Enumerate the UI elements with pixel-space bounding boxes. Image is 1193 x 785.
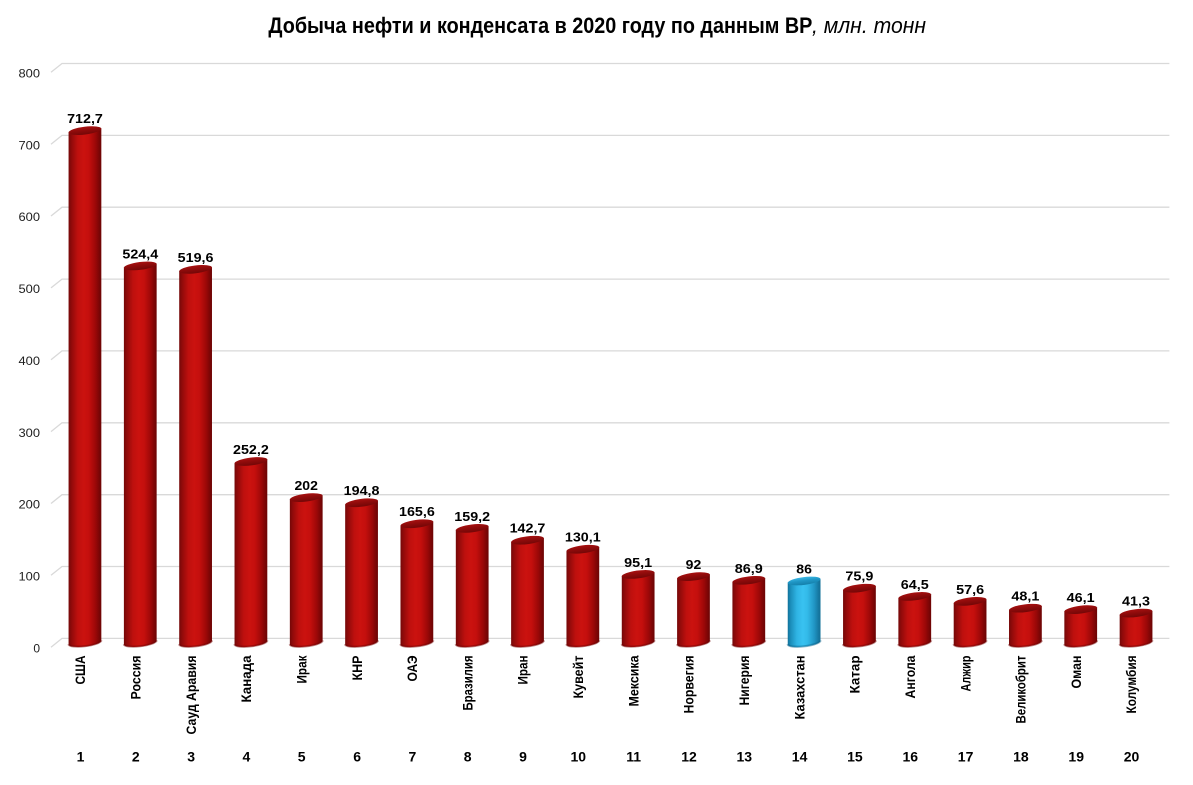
svg-text:142,7: 142,7 [510,521,546,536]
svg-text:11: 11 [626,749,641,765]
svg-text:Сауд Аравия: Сауд Аравия [184,656,199,735]
svg-text:159,2: 159,2 [454,509,490,524]
svg-text:13: 13 [737,749,753,765]
svg-text:Алжир: Алжир [958,656,973,692]
svg-text:86: 86 [796,561,812,576]
svg-text:100: 100 [19,570,41,584]
svg-text:300: 300 [19,426,41,440]
svg-text:Оман: Оман [1069,656,1084,689]
svg-text:202: 202 [295,478,318,493]
svg-text:524,4: 524,4 [122,246,159,261]
svg-text:194,8: 194,8 [344,483,380,498]
svg-text:Ирак: Ирак [294,655,309,683]
svg-text:130,1: 130,1 [565,530,601,545]
svg-text:3: 3 [187,749,195,765]
svg-text:41,3: 41,3 [1122,594,1150,609]
svg-text:, млн. тонн: , млн. тонн [812,13,926,38]
svg-text:712,7: 712,7 [67,111,103,126]
svg-text:800: 800 [19,67,41,81]
svg-text:Кувейт: Кувейт [571,655,586,698]
svg-text:Россия: Россия [129,656,144,700]
svg-text:18: 18 [1013,749,1029,765]
svg-text:46,1: 46,1 [1067,590,1095,605]
svg-text:ОАЭ: ОАЭ [405,656,420,682]
svg-text:Колумбия: Колумбия [1124,656,1139,714]
svg-text:8: 8 [464,749,472,765]
svg-text:92: 92 [686,557,702,572]
svg-text:4: 4 [243,749,251,765]
svg-text:Бразилия: Бразилия [460,656,475,711]
svg-text:17: 17 [958,749,974,765]
svg-text:400: 400 [19,354,41,368]
svg-text:16: 16 [903,749,919,765]
svg-text:6: 6 [353,749,361,765]
svg-text:2: 2 [132,749,140,765]
svg-text:200: 200 [19,498,41,512]
svg-text:519,6: 519,6 [178,250,214,265]
svg-text:Катар: Катар [848,656,863,694]
svg-text:Мексика: Мексика [626,655,641,707]
svg-text:48,1: 48,1 [1011,589,1039,604]
svg-text:252,2: 252,2 [233,442,269,457]
svg-text:Иран: Иран [516,656,531,685]
svg-text:Добыча нефти и конденсата в 20: Добыча нефти и конденсата в 2020 году по… [268,13,812,38]
svg-text:Норвегия: Норвегия [682,656,697,714]
svg-text:95,1: 95,1 [624,555,652,570]
svg-text:Ангола: Ангола [903,655,918,698]
svg-text:1: 1 [77,749,85,765]
svg-text:Нигерия: Нигерия [737,656,752,706]
svg-text:0: 0 [33,641,40,655]
svg-text:700: 700 [19,138,41,152]
svg-text:500: 500 [19,282,41,296]
svg-text:19: 19 [1068,749,1084,765]
svg-text:Великобрит: Великобрит [1014,655,1029,723]
svg-text:Канада: Канада [239,655,254,703]
svg-text:57,6: 57,6 [956,582,984,597]
svg-text:75,9: 75,9 [845,569,873,584]
svg-text:86,9: 86,9 [735,561,763,576]
svg-text:600: 600 [19,210,41,224]
svg-text:5: 5 [298,749,306,765]
svg-text:15: 15 [847,749,863,765]
svg-text:Казахстан: Казахстан [792,656,807,720]
svg-text:США: США [73,655,88,684]
svg-text:165,6: 165,6 [399,504,435,519]
svg-text:10: 10 [571,749,587,765]
svg-text:9: 9 [519,749,527,765]
svg-text:КНР: КНР [350,655,365,680]
svg-text:20: 20 [1124,749,1140,765]
svg-text:7: 7 [409,749,417,765]
svg-text:64,5: 64,5 [901,577,929,592]
svg-text:12: 12 [681,749,697,765]
svg-text:14: 14 [792,749,808,765]
